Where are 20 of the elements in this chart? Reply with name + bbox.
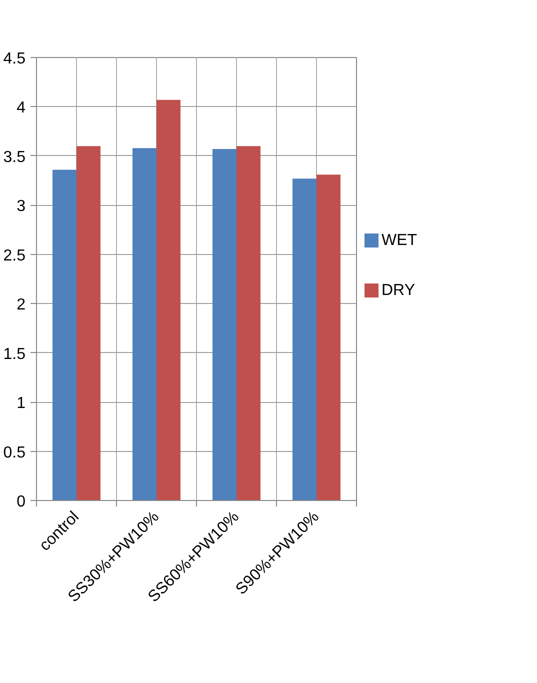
y-tick-label: 2 [16, 296, 26, 314]
bar [132, 148, 156, 500]
legend-label: WET [382, 232, 418, 249]
bar [236, 146, 260, 500]
bar [316, 174, 340, 500]
y-tick-label: 1.5 [3, 346, 26, 363]
bar [212, 149, 236, 500]
y-tick-label: 4 [16, 100, 26, 117]
bar [76, 146, 100, 500]
y-tick-label: 4.5 [3, 50, 26, 68]
y-tick-label: 3 [16, 198, 26, 216]
y-tick-label: 2.5 [3, 247, 26, 264]
bar [156, 100, 180, 500]
y-tick-label: 0 [16, 494, 26, 510]
bar [292, 178, 316, 500]
y-tick-label: 1 [16, 395, 26, 412]
y-tick-label: 0.5 [3, 444, 26, 462]
y-tick-label: 3.5 [3, 148, 26, 166]
bar [52, 170, 76, 500]
legend-label: DRY [382, 282, 416, 299]
